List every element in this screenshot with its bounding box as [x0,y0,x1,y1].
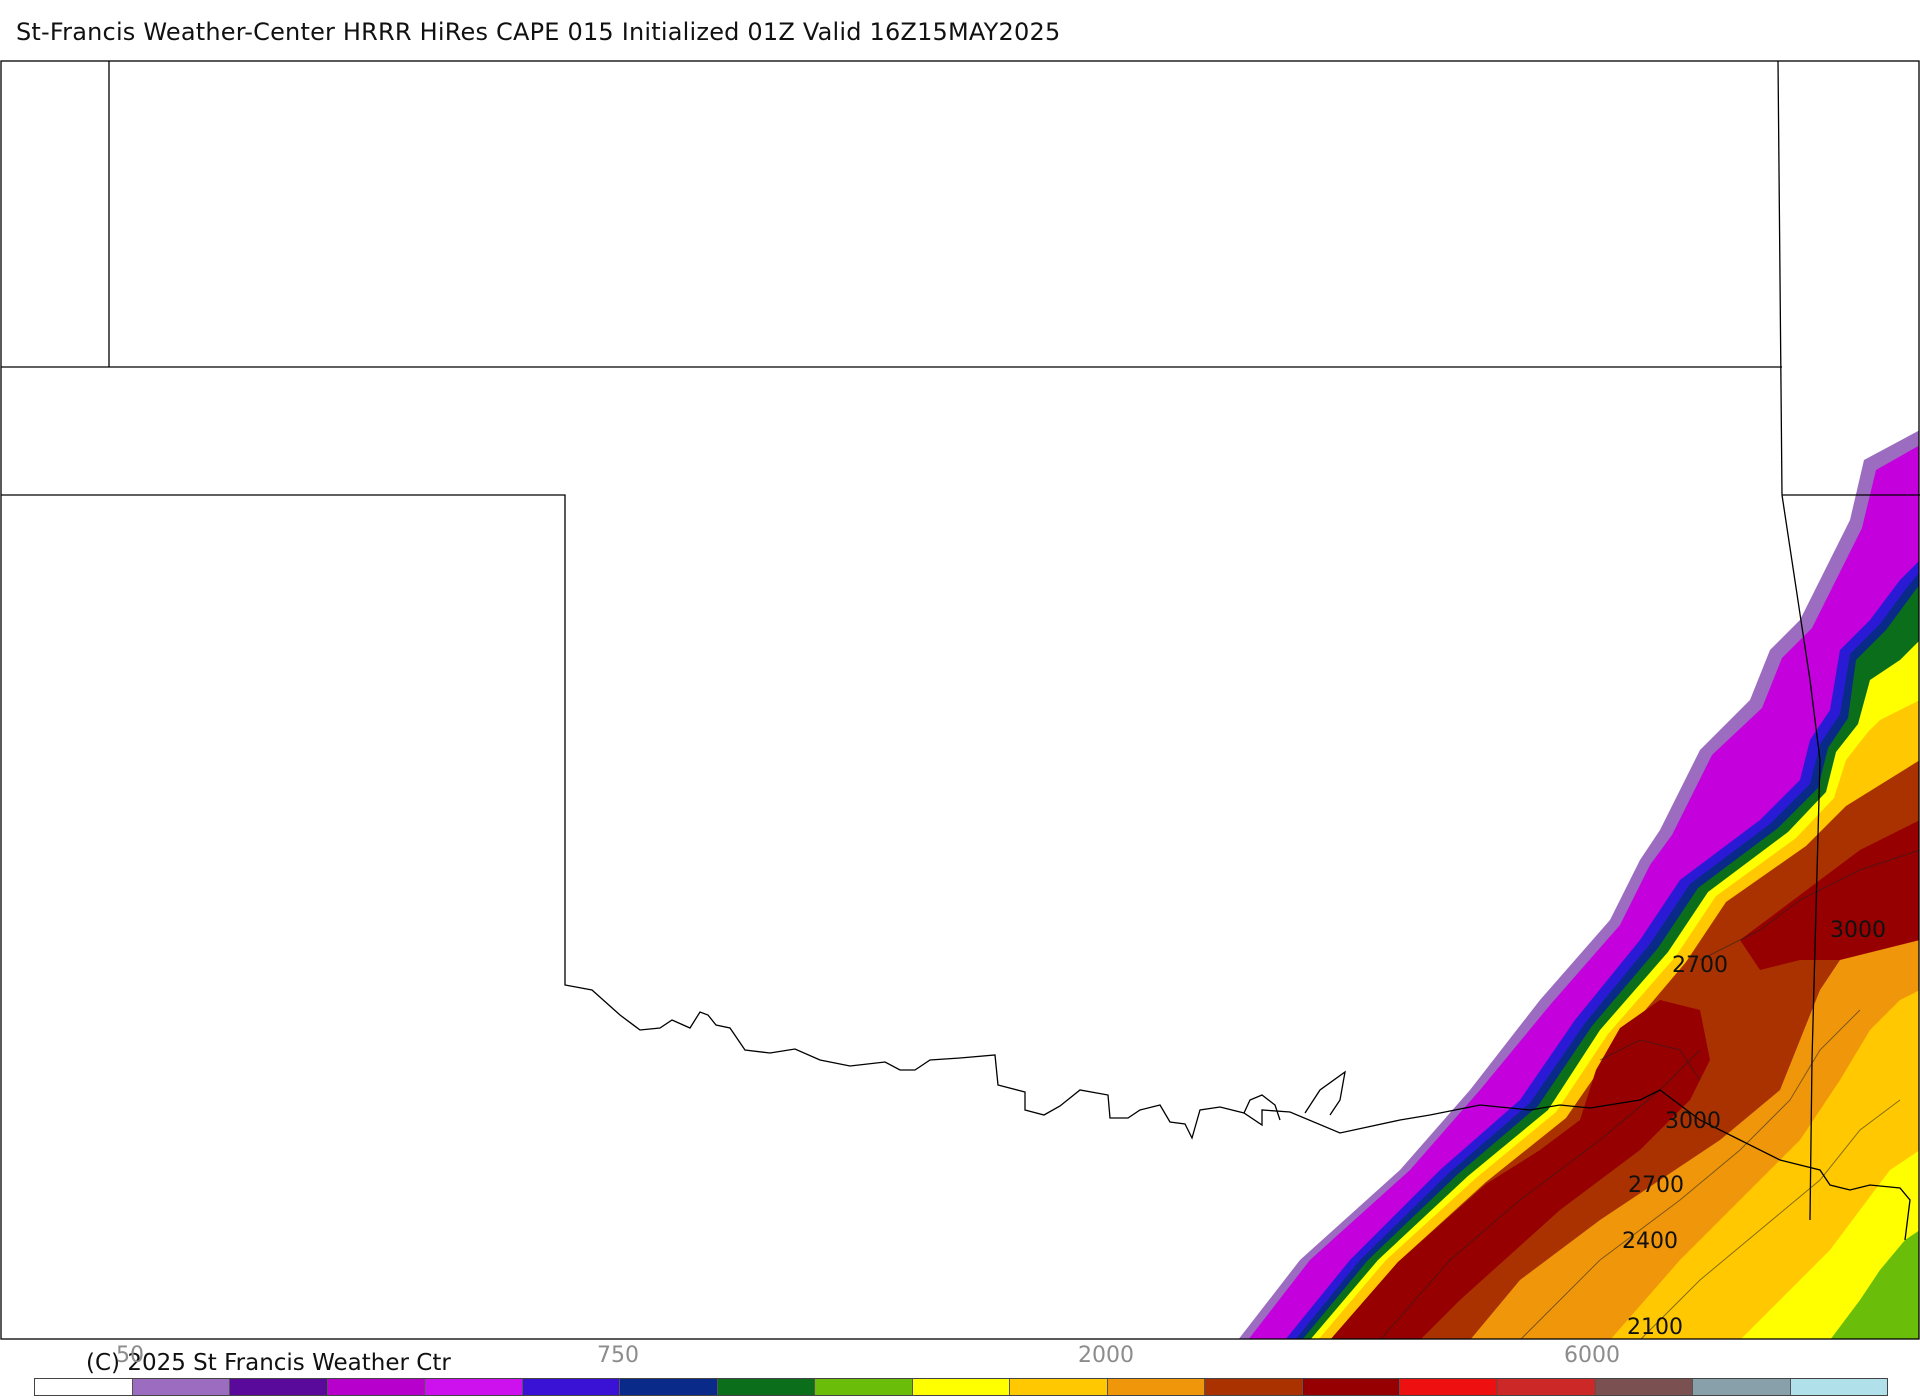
colorbar-tick-label: 50 [116,1343,144,1368]
colorbar-segment [1010,1379,1108,1395]
colorbar-segment [620,1379,718,1395]
contour-label: 2400 [1622,1229,1678,1254]
cape-region-green [1830,1230,1919,1339]
cape-contours [1380,849,1919,1339]
colorbar-segment [230,1379,328,1395]
colorbar-tick-label: 2000 [1078,1343,1134,1368]
colorbar-segment [35,1379,133,1395]
copyright-text: (C) 2025 St Francis Weather Ctr [86,1350,451,1376]
colorbar-segment [327,1379,426,1395]
cape-core-east [1740,820,1919,970]
cape-field [1238,430,1919,1339]
contour-label: 2100 [1627,1315,1683,1340]
cape-map: 3000 2700 3000 2700 2400 2100 [0,60,1920,1340]
colorbar-segment [522,1379,621,1395]
contour-label: 3000 [1665,1109,1721,1134]
map-title: St-Francis Weather-Center HRRR HiRes CAP… [16,18,1061,46]
state-boundaries [0,60,1920,1340]
colorbar-segment [1693,1379,1791,1395]
colorbar-segment [1205,1379,1303,1395]
colorbar-segment [132,1379,231,1395]
colorbar-segment [1790,1379,1888,1395]
colorbar-tick-label: 6000 [1564,1343,1620,1368]
contour-label: 2700 [1628,1173,1684,1198]
contour-label: 2700 [1672,953,1728,978]
colorbar-segment [1497,1379,1596,1395]
colorbar-segment [815,1379,913,1395]
colorbar-segment [425,1379,523,1395]
colorbar-segment [912,1379,1011,1395]
contour-label: 3000 [1830,918,1886,943]
colorbar [34,1378,1888,1396]
colorbar-segment [1400,1379,1498,1395]
colorbar-segment [1107,1379,1206,1395]
colorbar-tick-label: 750 [597,1343,639,1368]
cape-core-west [1330,1000,1710,1339]
colorbar-segment [1595,1379,1694,1395]
colorbar-segment [717,1379,816,1395]
colorbar-segment [1302,1379,1401,1395]
